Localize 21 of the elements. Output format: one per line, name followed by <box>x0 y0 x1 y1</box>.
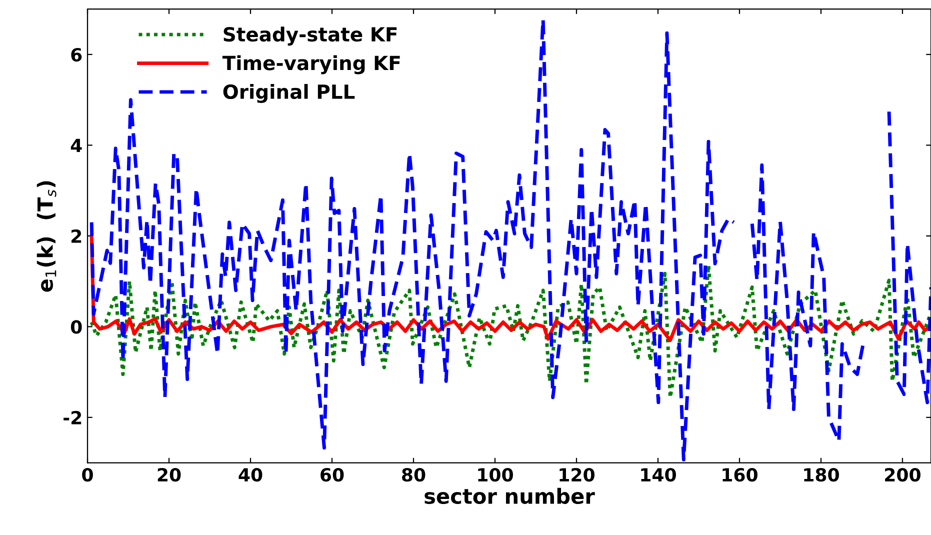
legend-label: Steady-state KF <box>224 26 397 46</box>
x-tick-label: 100 <box>478 468 513 482</box>
x-tick-label: 140 <box>641 468 676 482</box>
y-tick-label: 6 <box>71 48 82 62</box>
x-tick-label: 160 <box>722 468 758 482</box>
x-tick-label: 0 <box>82 468 93 482</box>
y-tick-label: 2 <box>72 229 82 243</box>
y-tick-label: 0 <box>70 320 82 334</box>
x-tick-label: 60 <box>320 468 344 482</box>
y-tick-label: -2 <box>64 410 82 424</box>
y-axis-title: e$_{1}$(k) (T$_{s}$) <box>36 181 56 292</box>
legend-label: Time-varying KF <box>222 55 400 74</box>
x-tick-label: 20 <box>158 468 181 482</box>
legend-label: Original PLL <box>223 84 355 103</box>
x-tick-label: 200 <box>885 468 920 482</box>
x-tick-label: 120 <box>560 468 594 482</box>
y-tick-label: 4 <box>70 138 82 152</box>
x-tick-label: 180 <box>804 468 839 482</box>
x-tick-label: 80 <box>402 468 426 482</box>
x-tick-label: 40 <box>238 468 262 482</box>
x-axis-title: sector number <box>424 488 595 504</box>
